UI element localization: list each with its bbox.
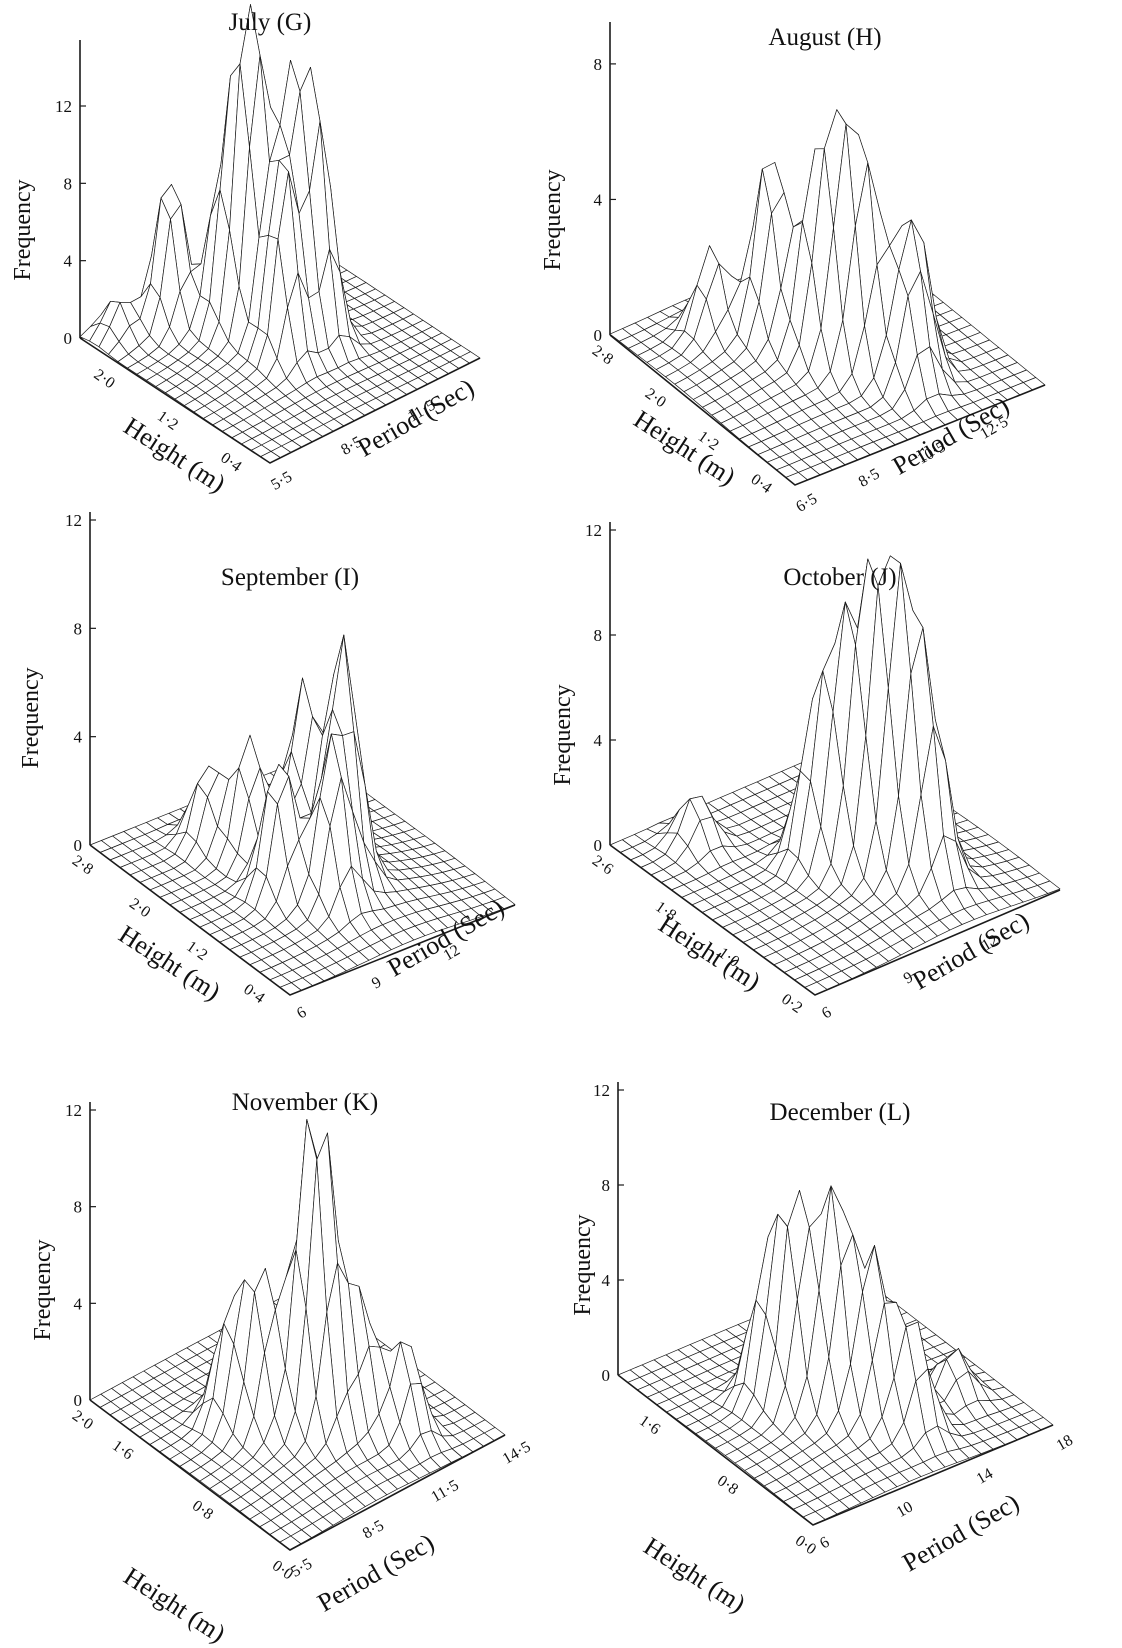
z-tick-label: 12 — [55, 97, 72, 116]
z-tick-label: 0 — [594, 836, 603, 855]
height-tick-label: 0·8 — [714, 1472, 741, 1498]
chart-title: October (J) — [783, 564, 896, 591]
surface-mesh — [79, 4, 481, 464]
floor-edge — [89, 1399, 506, 1551]
z-axis-label: Frequency — [18, 667, 44, 768]
height-tick-label: 0·4 — [748, 471, 775, 497]
z-axis-label: Frequency — [10, 179, 36, 280]
z-tick-label: 8 — [74, 1198, 83, 1217]
surface-mesh — [617, 1185, 1054, 1525]
floor-edge — [89, 844, 516, 996]
chart-title: August (H) — [768, 24, 881, 51]
height-tick-label: 2·8 — [69, 852, 96, 878]
chart-panel-6: 0 4 8 12 1·6 0·8 0·06 10 14 18 December (L) Frequen… — [570, 1081, 1076, 1618]
period-tick-label: 18 — [1054, 1432, 1076, 1455]
height-tick-label: 2·0 — [126, 895, 153, 921]
period-tick-label: 10 — [894, 1498, 916, 1521]
surface-mesh — [609, 555, 1061, 996]
height-tick-label: 2·8 — [589, 342, 616, 368]
z-tick-label: 4 — [74, 728, 83, 747]
period-axis-label: Period (Sec) — [898, 1488, 1024, 1578]
period-tick-label: 8·5 — [856, 465, 883, 490]
height-tick-label: 0·4 — [240, 981, 267, 1007]
z-tick-label: 8 — [74, 619, 83, 638]
z-tick-label: 0 — [594, 326, 603, 345]
period-tick-label: 8·5 — [360, 1517, 387, 1542]
z-axis-label: Frequency — [550, 684, 576, 785]
z-tick-label: 12 — [65, 1101, 82, 1120]
z-axis-label: Frequency — [30, 1239, 56, 1340]
height-axis-label: Height (m) — [119, 1561, 231, 1648]
height-tick-label: 2·0 — [91, 366, 118, 392]
floor-edge — [79, 337, 481, 464]
z-tick-label: 8 — [594, 626, 603, 645]
chart-title: September (I) — [221, 564, 359, 591]
height-axis-label: Height (m) — [639, 1531, 751, 1618]
z-tick-label: 8 — [602, 1176, 611, 1195]
z-tick-label: 0 — [74, 836, 83, 855]
period-axis-label: Period (Sec) — [313, 1528, 439, 1618]
period-tick-label: 11·5 — [428, 1477, 461, 1506]
chart-title: July (G) — [229, 9, 312, 36]
chart-title: December (L) — [770, 1099, 911, 1126]
z-tick-label: 0 — [602, 1366, 611, 1385]
z-axis-label: Frequency — [570, 1214, 596, 1315]
z-tick-label: 8 — [594, 55, 603, 74]
z-tick-label: 12 — [65, 511, 82, 530]
height-tick-label: 2·6 — [589, 852, 616, 878]
z-tick-label: 4 — [602, 1271, 611, 1290]
floor-edge — [609, 334, 1046, 486]
period-tick-label: 9 — [369, 974, 384, 993]
height-tick-label: 0·8 — [189, 1497, 216, 1523]
z-tick-label: 0 — [74, 1391, 83, 1410]
z-tick-label: 12 — [593, 1081, 610, 1100]
height-tick-label: 1·6 — [636, 1412, 663, 1438]
height-tick-label: 2·0 — [69, 1407, 96, 1433]
surface-mesh — [89, 634, 516, 996]
period-tick-label: 6 — [294, 1004, 309, 1023]
z-tick-label: 0 — [64, 329, 73, 348]
period-tick-label: 12 — [979, 932, 1001, 955]
floor-edge — [609, 844, 1061, 996]
period-tick-label: 12 — [441, 942, 463, 965]
z-tick-label: 4 — [64, 252, 73, 271]
height-tick-label: 1·6 — [109, 1437, 136, 1463]
chart-title: November (K) — [232, 1089, 378, 1116]
height-tick-label: 0·0 — [792, 1532, 819, 1558]
surface-mesh — [609, 109, 1046, 486]
period-tick-label: 6 — [819, 1004, 834, 1023]
period-tick-label: 5·5 — [268, 468, 295, 493]
z-tick-label: 4 — [74, 1294, 83, 1313]
z-tick-label: 8 — [64, 174, 73, 193]
z-tick-label: 4 — [594, 190, 603, 209]
floor-edge — [617, 1374, 1054, 1526]
period-tick-label: 5·5 — [288, 1555, 315, 1580]
surface-mesh — [89, 1119, 506, 1551]
height-tick-label: 0·2 — [778, 991, 805, 1017]
period-tick-label: 6 — [817, 1534, 832, 1553]
period-tick-label: 14·5 — [500, 1438, 534, 1467]
period-tick-label: 6·5 — [793, 490, 820, 515]
chart-panel-5: 048122·01·60·80·05·58·511·514·5November … — [30, 1089, 534, 1648]
z-tick-label: 4 — [594, 731, 603, 750]
period-tick-label: 14 — [974, 1465, 996, 1488]
z-tick-label: 12 — [585, 521, 602, 540]
z-axis-label: Frequency — [540, 169, 566, 270]
